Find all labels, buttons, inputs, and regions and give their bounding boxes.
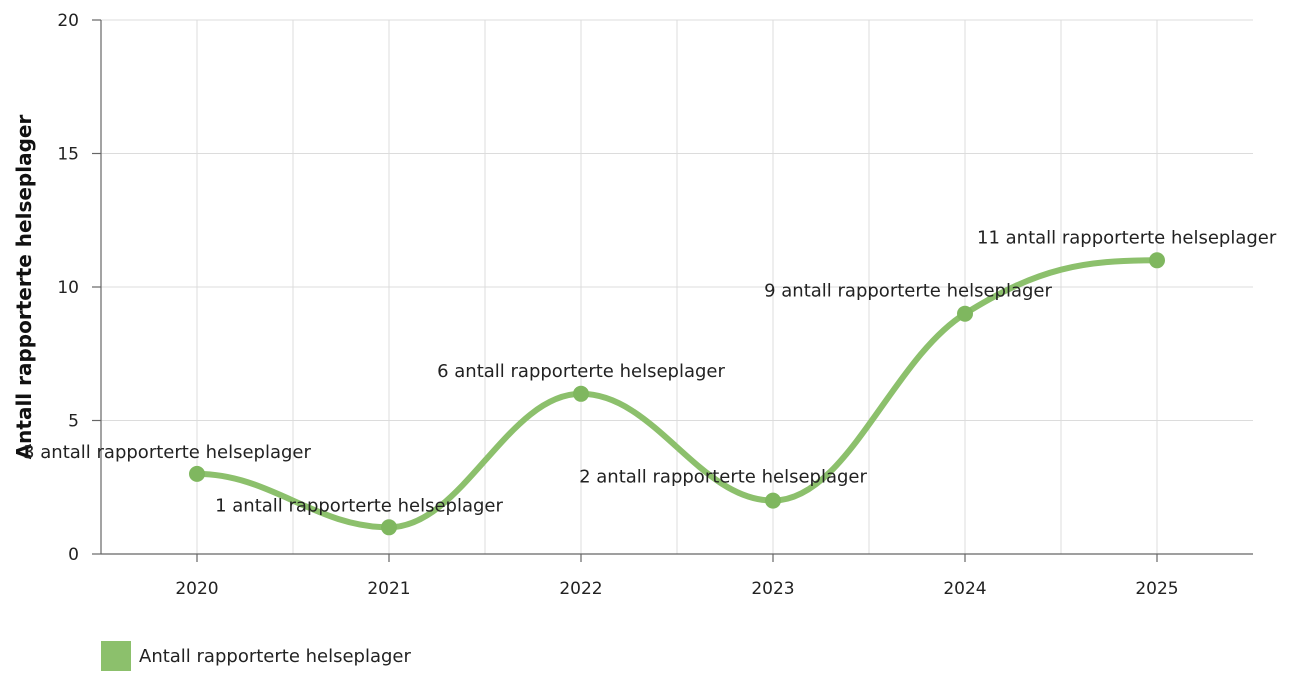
data-point[interactable] xyxy=(957,305,973,322)
legend-swatch[interactable] xyxy=(101,641,131,671)
series-line xyxy=(194,257,1160,531)
legend-label[interactable]: Antall rapporterte helseplager xyxy=(139,645,411,667)
x-tick-label: 2025 xyxy=(1135,579,1178,599)
series-layer xyxy=(189,252,1165,536)
data-point[interactable] xyxy=(381,519,397,536)
data-point[interactable] xyxy=(1149,252,1165,269)
data-label-layer: 3 antall rapporterte helseplager 1 antall… xyxy=(23,227,1277,516)
data-label: 1 antall rapporterte helseplager xyxy=(215,495,503,516)
x-tick-label: 2023 xyxy=(751,579,794,599)
y-axis-title: Antall rapporterte helseplager xyxy=(12,115,36,460)
y-tick-label: 5 xyxy=(68,412,79,432)
y-tick-label: 15 xyxy=(57,145,79,165)
x-tick-label: 2024 xyxy=(943,579,986,599)
y-tick-label: 10 xyxy=(57,278,79,298)
data-point[interactable] xyxy=(189,465,205,482)
data-label: 2 antall rapporterte helseplager xyxy=(579,467,867,488)
legend: Antall rapporterte helseplager xyxy=(101,641,411,671)
data-point[interactable] xyxy=(573,385,589,402)
y-tick-label: 20 xyxy=(57,11,79,31)
data-label: 3 antall rapporterte helseplager xyxy=(23,442,311,463)
x-tick-label: 2021 xyxy=(367,579,410,599)
y-tick-label: 0 xyxy=(68,545,79,565)
data-label: 11 antall rapporterte helseplager xyxy=(977,227,1277,248)
grid-layer xyxy=(101,19,1253,554)
data-point[interactable] xyxy=(765,492,781,509)
data-label: 6 antall rapporterte helseplager xyxy=(437,361,725,382)
x-tick-label: 2022 xyxy=(559,579,602,599)
x-tick-label: 2020 xyxy=(175,579,218,599)
data-label: 9 antall rapporterte helseplager xyxy=(764,281,1052,302)
